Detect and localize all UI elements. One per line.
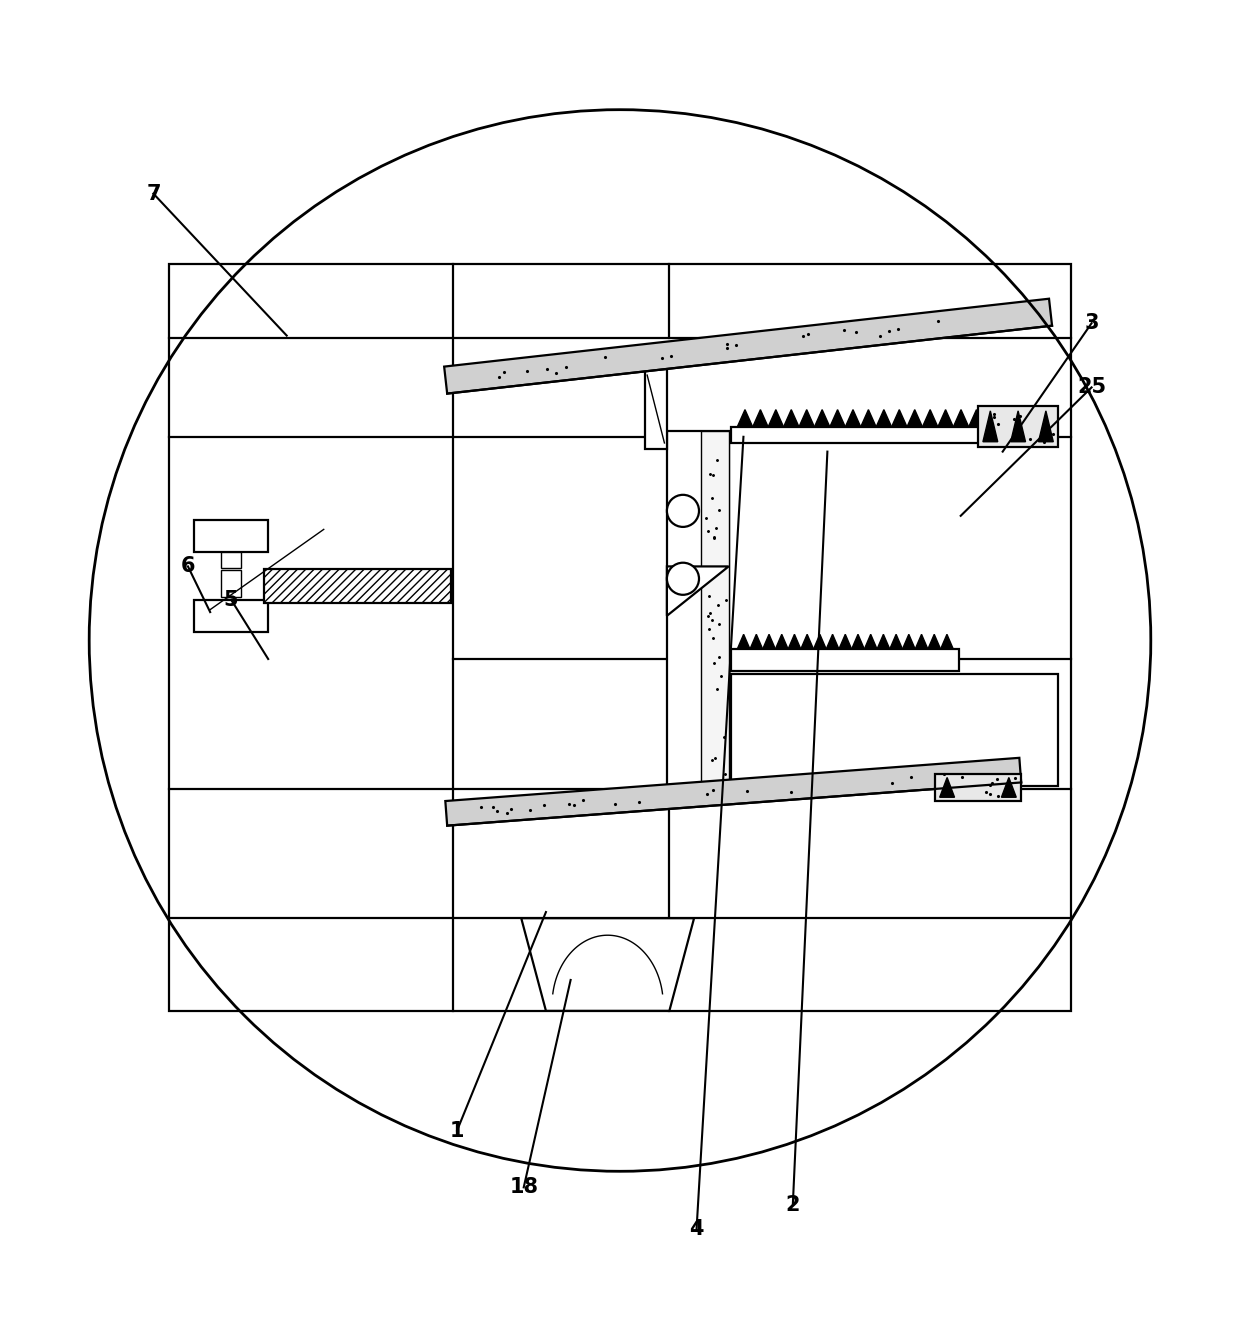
Bar bbox=[221, 571, 241, 597]
Bar bbox=[732, 427, 1052, 443]
Polygon shape bbox=[768, 410, 784, 427]
Bar bbox=[732, 673, 1058, 786]
Polygon shape bbox=[521, 919, 694, 1011]
Polygon shape bbox=[861, 410, 877, 427]
Polygon shape bbox=[1038, 411, 1053, 442]
Bar bbox=[935, 774, 1022, 801]
Text: 18: 18 bbox=[510, 1177, 538, 1197]
Polygon shape bbox=[864, 634, 877, 650]
Text: 25: 25 bbox=[1078, 377, 1106, 398]
Bar bbox=[221, 552, 241, 568]
Polygon shape bbox=[444, 299, 1052, 394]
Polygon shape bbox=[826, 634, 839, 650]
Polygon shape bbox=[954, 410, 968, 427]
Circle shape bbox=[667, 563, 699, 594]
Bar bbox=[732, 650, 960, 671]
Polygon shape bbox=[738, 410, 753, 427]
Polygon shape bbox=[801, 634, 813, 650]
Text: 3: 3 bbox=[1084, 314, 1099, 333]
Polygon shape bbox=[892, 410, 906, 427]
Text: 2: 2 bbox=[786, 1194, 800, 1215]
Polygon shape bbox=[940, 778, 955, 797]
Polygon shape bbox=[1016, 410, 1030, 427]
Polygon shape bbox=[753, 410, 768, 427]
Bar bbox=[195, 600, 268, 631]
Polygon shape bbox=[775, 634, 789, 650]
Polygon shape bbox=[906, 410, 923, 427]
Polygon shape bbox=[937, 410, 954, 427]
Text: 6: 6 bbox=[181, 556, 195, 576]
Polygon shape bbox=[941, 634, 954, 650]
Polygon shape bbox=[1011, 411, 1025, 442]
Polygon shape bbox=[915, 634, 928, 650]
Bar bbox=[170, 264, 1070, 1011]
Polygon shape bbox=[923, 410, 937, 427]
Polygon shape bbox=[750, 634, 763, 650]
Polygon shape bbox=[445, 758, 1022, 825]
Polygon shape bbox=[999, 410, 1016, 427]
Polygon shape bbox=[985, 410, 999, 427]
Polygon shape bbox=[839, 634, 852, 650]
Polygon shape bbox=[815, 410, 830, 427]
Circle shape bbox=[667, 494, 699, 527]
Bar bbox=[645, 369, 667, 449]
Bar bbox=[195, 519, 268, 552]
Bar bbox=[978, 406, 1058, 447]
Polygon shape bbox=[830, 410, 846, 427]
Polygon shape bbox=[983, 411, 998, 442]
Polygon shape bbox=[903, 634, 915, 650]
Polygon shape bbox=[877, 410, 892, 427]
Polygon shape bbox=[846, 410, 861, 427]
Text: 4: 4 bbox=[689, 1219, 704, 1239]
Bar bbox=[264, 569, 451, 604]
Polygon shape bbox=[968, 410, 985, 427]
Polygon shape bbox=[852, 634, 864, 650]
Text: 7: 7 bbox=[146, 183, 161, 203]
Polygon shape bbox=[877, 634, 890, 650]
Polygon shape bbox=[784, 410, 799, 427]
Polygon shape bbox=[928, 634, 941, 650]
Bar bbox=[667, 431, 729, 795]
Bar bbox=[702, 431, 729, 795]
Polygon shape bbox=[763, 634, 775, 650]
Polygon shape bbox=[890, 634, 903, 650]
Polygon shape bbox=[1002, 778, 1017, 797]
Polygon shape bbox=[813, 634, 826, 650]
Polygon shape bbox=[667, 567, 729, 616]
Polygon shape bbox=[738, 634, 750, 650]
Polygon shape bbox=[799, 410, 815, 427]
Polygon shape bbox=[1030, 410, 1045, 427]
Text: 1: 1 bbox=[450, 1120, 464, 1140]
Text: 5: 5 bbox=[224, 589, 238, 610]
Polygon shape bbox=[789, 634, 801, 650]
